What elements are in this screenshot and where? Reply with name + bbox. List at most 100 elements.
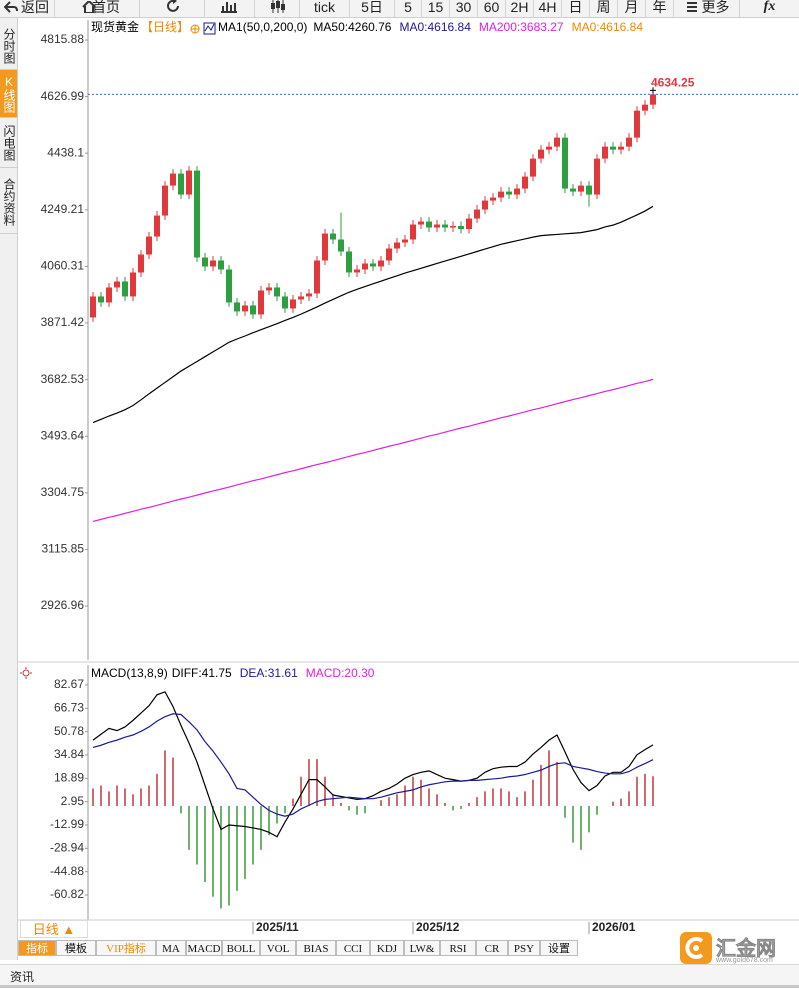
- candle-body: [258, 290, 264, 315]
- bottom-tab[interactable]: MACD: [186, 940, 222, 956]
- bottom-tab[interactable]: VIP指标: [96, 940, 156, 956]
- macd-icon: [22, 669, 30, 677]
- candle-body: [594, 158, 600, 195]
- candle-body: [250, 305, 256, 315]
- candle-body: [282, 296, 288, 309]
- bottom-tab[interactable]: VOL: [260, 940, 296, 956]
- bottom-tab[interactable]: KDJ: [370, 940, 404, 956]
- period-button[interactable]: 5: [395, 0, 422, 17]
- candle-body: [154, 215, 160, 237]
- legend-entry: MA0:4616.84: [399, 20, 471, 34]
- period-button[interactable]: 60: [478, 0, 506, 17]
- y-tick-label: 4815.88: [41, 32, 85, 46]
- y-tick-label: 4249.21: [41, 202, 85, 216]
- toolbar: 返回 首页 tick 5日 5 15 30 60 2H 4H 日 周 月 年 更…: [0, 0, 799, 18]
- candle-icon: [271, 0, 285, 13]
- candle-body: [274, 287, 280, 297]
- home-button[interactable]: 首页: [55, 0, 140, 17]
- y-tick-label: 3304.75: [41, 485, 85, 499]
- candle-body: [170, 173, 176, 186]
- y-tick-label: -60.82: [50, 887, 84, 901]
- y-tick-label: 34.84: [54, 747, 84, 761]
- candle-body: [306, 293, 312, 297]
- y-tick-label: 3115.85: [42, 542, 85, 556]
- more-icon: [687, 2, 697, 12]
- bottom-tab[interactable]: BIAS: [296, 940, 336, 956]
- y-tick-label: 2.95: [61, 794, 85, 808]
- candle-body: [242, 305, 248, 312]
- y-tick-label: 4438.1: [47, 145, 84, 159]
- y-tick-label: 3493.64: [41, 428, 85, 442]
- candle-body: [394, 242, 400, 249]
- bottom-tab[interactable]: PSY: [508, 940, 540, 956]
- legend-entry: MA200:3683.27: [479, 20, 564, 34]
- legend-entry: MA0:4616.84: [572, 20, 644, 34]
- fx-button[interactable]: fx: [763, 0, 776, 14]
- tick-button[interactable]: tick: [300, 0, 350, 17]
- period-button[interactable]: 日: [562, 0, 590, 17]
- bottom-tab[interactable]: CCI: [336, 940, 370, 956]
- side-tab[interactable]: 闪电图: [0, 118, 17, 168]
- period-button[interactable]: 年: [646, 0, 674, 17]
- indicator-icon: [203, 22, 216, 35]
- indicator-line: [92, 691, 654, 838]
- logo-icon: [680, 932, 712, 964]
- y-tick-label: 4060.31: [41, 259, 85, 273]
- period-toggle[interactable]: 日线 ▲: [20, 920, 88, 938]
- period-button[interactable]: 30: [450, 0, 478, 17]
- candle-body: [202, 257, 208, 267]
- candle-body: [514, 188, 520, 195]
- period-button[interactable]: 周: [590, 0, 618, 17]
- period-button[interactable]: 2H: [506, 0, 534, 17]
- candle-body: [498, 191, 504, 198]
- bar-icon-button[interactable]: [205, 0, 255, 17]
- chart: 4815.88 4626.99 4438.1 4249.21 4060.31 3871.4…: [18, 19, 799, 934]
- candle-body: [322, 233, 328, 261]
- footer-tab[interactable]: 资讯: [10, 970, 35, 984]
- side-tab-active[interactable]: K线图: [0, 70, 17, 118]
- side-tabs: 分时图 K线图 闪电图 合约资料: [0, 18, 18, 960]
- candle-body: [618, 146, 624, 150]
- side-tab[interactable]: 合约资料: [0, 170, 17, 234]
- bottom-tab[interactable]: BOLL: [222, 940, 260, 956]
- bottom-tab[interactable]: LW&: [404, 940, 440, 956]
- side-tab[interactable]: 分时图: [0, 22, 17, 70]
- legend-entry: DEA:31.61: [240, 666, 298, 680]
- back-button[interactable]: 返回: [0, 0, 55, 17]
- candle-body: [330, 233, 336, 240]
- legend-entry: MA50:4260.76: [313, 20, 391, 34]
- footer: 资讯: [0, 964, 799, 988]
- chart-title: MACD(13,8,9): [91, 666, 168, 680]
- candle-body: [386, 248, 392, 261]
- bottom-tab-active[interactable]: 指标: [18, 940, 56, 956]
- period-label: 【日线】: [141, 20, 189, 34]
- candle-icon-button[interactable]: [255, 0, 300, 17]
- bottom-tab[interactable]: 设置: [540, 940, 578, 956]
- period-button[interactable]: 15: [422, 0, 450, 17]
- y-tick-label: 4626.99: [41, 89, 85, 103]
- candle-body: [634, 110, 640, 138]
- y-tick-label: -44.88: [50, 864, 84, 878]
- y-tick-label: 3871.42: [41, 315, 85, 329]
- candle-body: [458, 226, 464, 230]
- candle-body: [418, 221, 424, 225]
- indicator-icon: [204, 23, 215, 32]
- bottom-tab[interactable]: MA: [156, 940, 186, 956]
- candle-body: [138, 254, 144, 273]
- candle-body: [218, 260, 224, 270]
- macd-icon: [20, 667, 32, 679]
- period-button[interactable]: 月: [618, 0, 646, 17]
- indicator-line: [92, 713, 654, 817]
- period-button[interactable]: 5日: [350, 0, 395, 17]
- candle-body: [186, 170, 192, 195]
- bottom-tab[interactable]: CR: [476, 940, 508, 956]
- bottom-tab[interactable]: 模板: [56, 940, 96, 956]
- candle-body: [474, 209, 480, 219]
- more-button[interactable]: 更多: [674, 0, 740, 17]
- period-button[interactable]: 4H: [534, 0, 562, 17]
- candle-body: [426, 221, 432, 228]
- bottom-tab[interactable]: RSI: [440, 940, 476, 956]
- refresh-button[interactable]: [140, 0, 205, 17]
- candle-body: [298, 296, 304, 300]
